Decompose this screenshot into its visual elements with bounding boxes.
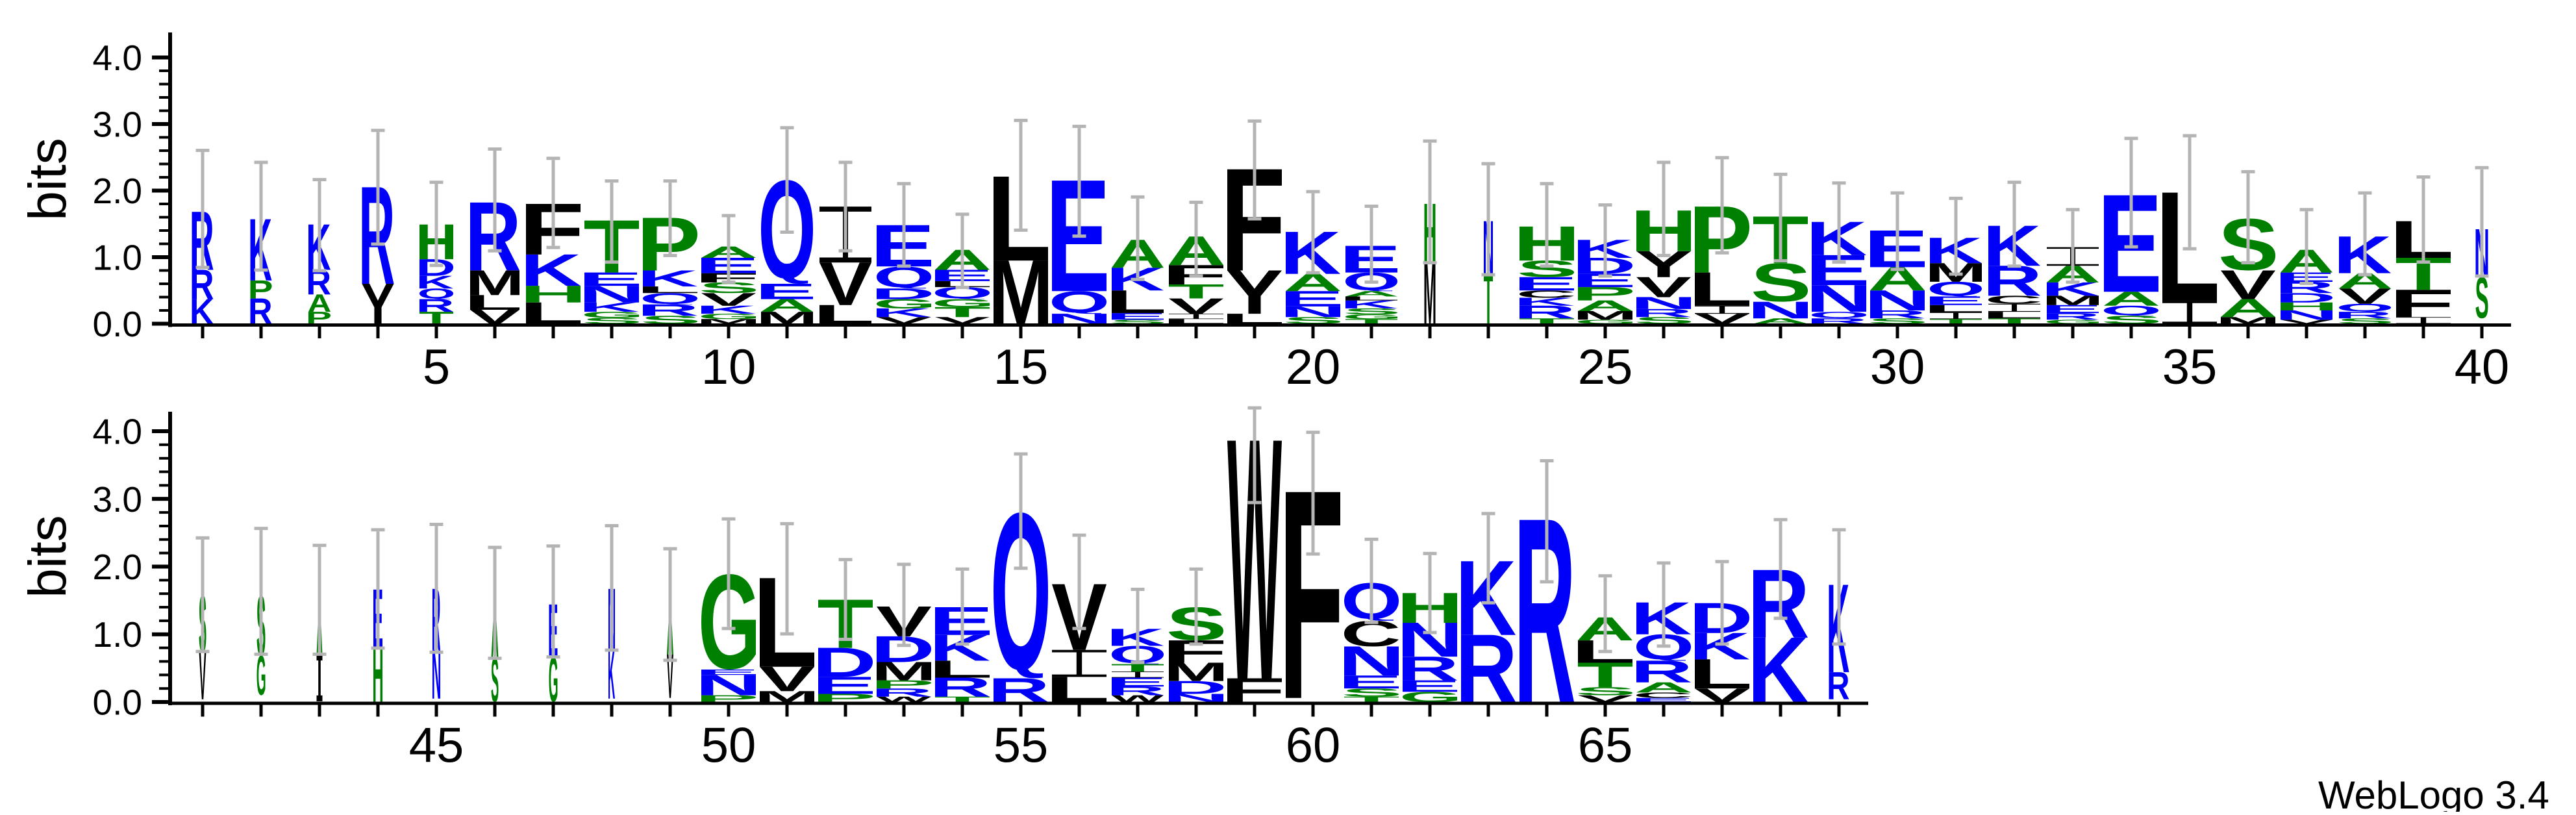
svg-text:60: 60 — [1286, 718, 1341, 773]
svg-text:0.0: 0.0 — [93, 683, 142, 723]
svg-text:2.0: 2.0 — [93, 547, 142, 587]
svg-text:0.0: 0.0 — [93, 304, 142, 344]
svg-text:bits: bits — [18, 138, 77, 221]
svg-text:45: 45 — [409, 718, 464, 773]
svg-text:25: 25 — [1578, 340, 1633, 395]
svg-text:3.0: 3.0 — [93, 479, 142, 520]
svg-text:4.0: 4.0 — [93, 38, 142, 78]
svg-text:2.0: 2.0 — [93, 171, 142, 211]
svg-text:55: 55 — [994, 718, 1049, 773]
svg-text:50: 50 — [701, 718, 757, 773]
svg-text:bits: bits — [18, 515, 77, 598]
svg-text:1.0: 1.0 — [93, 238, 142, 278]
svg-text:5: 5 — [423, 340, 450, 395]
svg-text:3.0: 3.0 — [93, 105, 142, 145]
svg-text:65: 65 — [1578, 718, 1633, 773]
svg-text:10: 10 — [701, 340, 757, 395]
svg-text:15: 15 — [994, 340, 1049, 395]
svg-text:WebLogo 3.4: WebLogo 3.4 — [2318, 773, 2549, 812]
svg-text:4.0: 4.0 — [93, 412, 142, 452]
svg-text:1.0: 1.0 — [93, 614, 142, 655]
svg-text:20: 20 — [1286, 340, 1341, 395]
svg-text:30: 30 — [1870, 340, 1925, 395]
svg-text:35: 35 — [2162, 340, 2218, 395]
svg-text:40: 40 — [2455, 340, 2510, 395]
